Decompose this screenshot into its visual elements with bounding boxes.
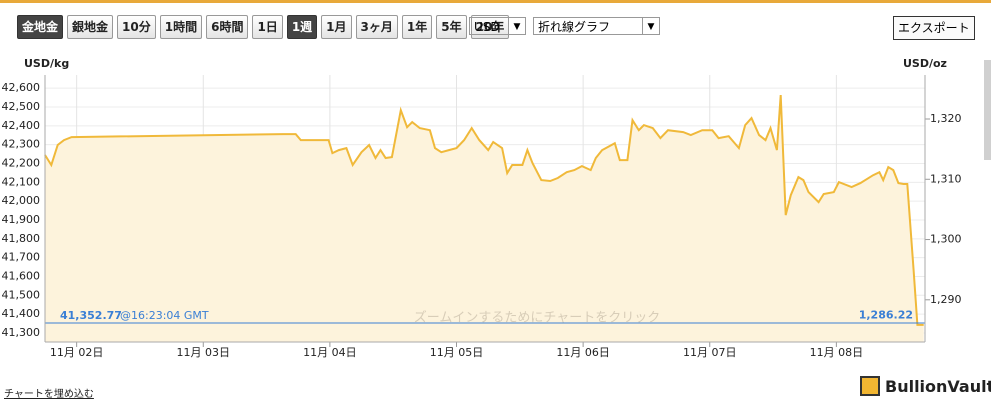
y-tick-label: 41,600 [2, 269, 41, 282]
y2-axis-label: USD/oz [903, 57, 947, 70]
range-button[interactable]: 10分 [117, 15, 156, 39]
y-tick-label: 41,700 [2, 251, 41, 264]
logo-icon [860, 376, 880, 396]
x-tick-label: 11月 04日 [303, 346, 357, 359]
chart-type-select[interactable]: 折れ線グラフ ▼ [533, 17, 660, 35]
y-tick-label: 42,600 [2, 81, 41, 94]
logo: BullionVault [860, 376, 991, 396]
x-tick-label: 11月 05日 [430, 346, 484, 359]
x-tick-label: 11月 02日 [50, 346, 104, 359]
chart-type: 折れ線グラフ [538, 20, 611, 34]
scrollbar[interactable] [984, 60, 991, 160]
y-tick-label: 41,500 [2, 288, 41, 301]
y-tick-label: 42,200 [2, 156, 41, 169]
y-axis-label: USD/kg [24, 57, 69, 70]
y-tick-label: 41,800 [2, 232, 41, 245]
range-button[interactable]: 銀地金 [67, 15, 114, 39]
arrow: ▼ [508, 18, 525, 34]
range-button[interactable]: 1月 [321, 15, 352, 39]
y-tick-label: 42,100 [2, 175, 41, 188]
y2-tick-label: 1,300 [930, 233, 962, 246]
range-button[interactable]: 20年 [470, 15, 510, 39]
x-tick-label: 11月 08日 [810, 346, 864, 359]
x-tick-label: 11月 06日 [556, 346, 610, 359]
range-button[interactable]: 3ヶ月 [355, 15, 398, 39]
y-tick-label: 42,500 [2, 100, 41, 113]
x-tick-label: 11月 03日 [177, 346, 231, 359]
range-button[interactable]: 1日 [252, 15, 283, 39]
range-button[interactable]: 1週 [286, 15, 318, 39]
y-tick-label: 41,400 [2, 307, 41, 320]
y-tick-label: 42,000 [2, 194, 41, 207]
range-button[interactable]: 5年 [436, 15, 467, 39]
current-oz-price: 1,286.22 [859, 309, 913, 322]
y-tick-label: 42,400 [2, 119, 41, 132]
range-button[interactable]: 1時間 [159, 15, 203, 39]
range-button[interactable]: 金地金 [17, 15, 64, 39]
y-tick-label: 42,300 [2, 138, 41, 151]
y-tick-label: 41,300 [2, 326, 41, 339]
arrow: ▼ [642, 18, 659, 34]
top-border [0, 0, 991, 3]
price-line [44, 95, 924, 326]
zoom-hint: ズームインするためにチャートをクリック [414, 310, 660, 326]
currency-select[interactable]: USD ▼ [469, 17, 526, 35]
range-button[interactable]: 1年 [401, 15, 433, 39]
y2-tick-label: 1,310 [930, 172, 962, 185]
y2-tick-label: 1,290 [930, 293, 962, 306]
currency: USD [474, 20, 500, 34]
current-time: @16:23:04 GMT [120, 309, 209, 322]
current-price: 41,352.77 [60, 309, 122, 322]
y2-tick-label: 1,320 [930, 112, 962, 125]
range-button[interactable]: 6時間 [206, 15, 249, 39]
embed-link[interactable]: チャートを埋め込む [4, 389, 94, 400]
y-tick-label: 41,900 [2, 213, 41, 226]
area [45, 95, 924, 342]
export-button[interactable]: エクスポート [893, 16, 975, 40]
logo-text: BullionVault [885, 376, 991, 396]
toolbar: 金地金 銀地金 10分 1時間 6時間 1日 1週 1月 3ヶ月 1年 5年 20年 [17, 15, 510, 39]
x-tick-label: 11月 07日 [683, 346, 737, 359]
